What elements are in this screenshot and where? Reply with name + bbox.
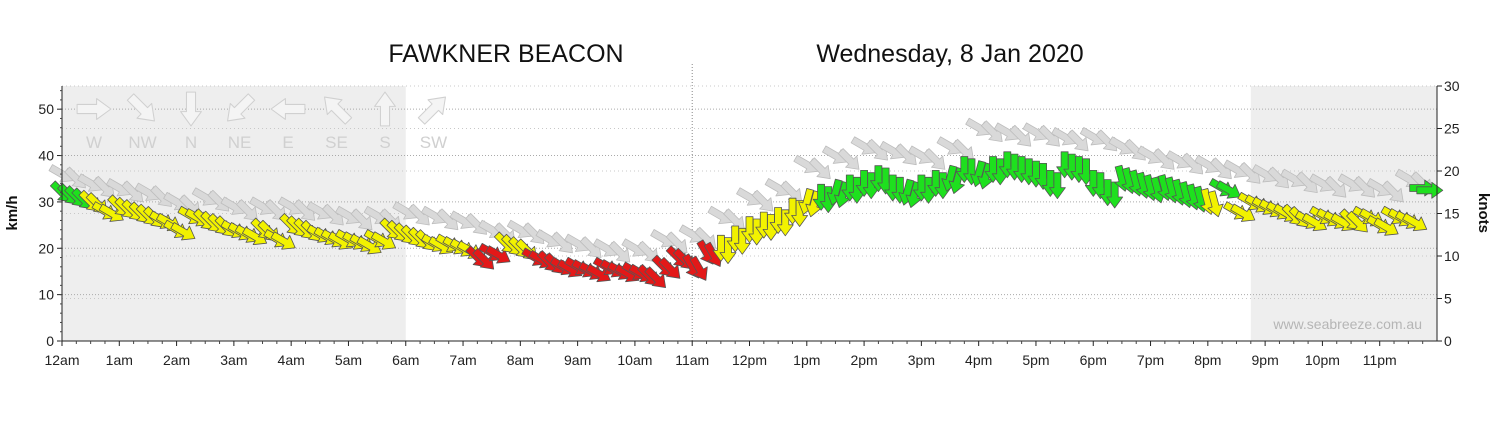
x-tick-label-3pm: 3pm — [908, 352, 935, 368]
avg-point-8b — [170, 222, 196, 241]
legend-label-se: SE — [325, 133, 348, 152]
gust-point-19b — [608, 240, 631, 263]
y2-tick-label-0: 0 — [1444, 333, 1452, 349]
y2-tick-label-20: 20 — [1444, 163, 1460, 179]
x-tick-label-9pm: 9pm — [1252, 352, 1279, 368]
gust-point-7b — [264, 199, 287, 221]
avg-point-80b — [1207, 190, 1224, 218]
x-tick-label-12am: 12am — [44, 352, 79, 368]
gust-point-40 — [1194, 154, 1220, 174]
legend-arrow-w — [76, 98, 112, 120]
x-tick-label-8am: 8am — [507, 352, 534, 368]
legend-arrow-s — [374, 91, 396, 127]
avg-point-44b — [689, 255, 708, 281]
legend-label-sw: SW — [420, 133, 447, 152]
chart-date: Wednesday, 8 Jan 2020 — [816, 40, 1083, 68]
avg-point-46b — [719, 237, 737, 265]
watermark: www.seabreeze.com.au — [1272, 316, 1422, 332]
gust-point-27b — [837, 148, 860, 170]
avg-point-82b — [1230, 203, 1256, 222]
legend-label-w: W — [86, 133, 102, 152]
gust-point-27 — [821, 145, 848, 164]
average-series — [49, 151, 1444, 288]
legend-label-nw: NW — [128, 133, 156, 152]
x-tick-label-2am: 2am — [163, 352, 190, 368]
gust-point-6b — [236, 199, 258, 221]
avg-point-15b — [270, 231, 296, 250]
avg-point-47b — [733, 227, 751, 255]
x-tick-label-11am: 11am — [675, 352, 709, 368]
y2-tick-label-25: 25 — [1444, 121, 1460, 137]
x-tick-label-1am: 1am — [106, 352, 133, 368]
x-tick-label-9am: 9am — [564, 352, 591, 368]
legend-arrow-sw — [417, 96, 446, 125]
avg-point-81b — [1215, 180, 1241, 199]
x-tick-label-6pm: 6pm — [1080, 352, 1107, 368]
x-tick-label-6am: 6am — [392, 352, 419, 368]
legend-arrow-se — [324, 96, 353, 125]
y-tick-label-50: 50 — [38, 101, 54, 117]
x-tick-label-1pm: 1pm — [793, 352, 820, 368]
legend-label-e: E — [282, 133, 293, 152]
x-tick-label-11pm: 11pm — [1363, 352, 1397, 368]
gust-point-16 — [506, 219, 532, 239]
x-tick-label-3am: 3am — [220, 352, 247, 368]
x-tick-label-2pm: 2pm — [850, 352, 877, 368]
legend-arrow-ne — [227, 93, 256, 122]
gust-point-3 — [134, 182, 160, 201]
y-tick-label-40: 40 — [38, 148, 54, 164]
legend-label-s: S — [379, 133, 390, 152]
avg-point-69b — [1049, 172, 1066, 200]
y2-tick-label-30: 30 — [1444, 78, 1460, 94]
gust-point-46b — [1381, 180, 1404, 203]
x-tick-label-8pm: 8pm — [1194, 352, 1221, 368]
y-tick-label-20: 20 — [38, 240, 54, 256]
y-tick-label-30: 30 — [38, 194, 54, 210]
y2-tick-label-10: 10 — [1444, 248, 1460, 264]
gust-point-35b — [1066, 129, 1089, 152]
x-tick-label-10pm: 10pm — [1305, 352, 1340, 368]
chart-title: FAWKNER BEACON — [388, 40, 623, 68]
x-tick-label-12pm: 12pm — [732, 352, 767, 368]
y2-tick-label-15: 15 — [1444, 206, 1460, 222]
y-tick-label-10: 10 — [38, 287, 54, 303]
avg-point-51b — [791, 200, 808, 227]
x-tick-label-7am: 7am — [449, 352, 476, 368]
gust-point-20b — [637, 240, 659, 263]
direction-legend: W NW N NE E SE S SW — [76, 91, 447, 152]
gust-point-38 — [1137, 145, 1163, 164]
y2-axis-label: knots — [1475, 193, 1492, 233]
gust-point-26b — [809, 157, 831, 180]
y-tick-label-0: 0 — [46, 333, 54, 349]
gust-point-10b — [350, 208, 373, 231]
x-tick-label-5pm: 5pm — [1022, 352, 1049, 368]
x-tick-label-7pm: 7pm — [1137, 352, 1164, 368]
x-tick-label-10am: 10am — [617, 352, 652, 368]
legend-arrow-e — [270, 98, 306, 120]
gust-point-24b — [751, 189, 774, 212]
gust-point-44b — [1324, 175, 1347, 198]
avg-point-95b — [1416, 181, 1444, 199]
legend-label-ne: NE — [228, 133, 252, 152]
gust-point-33b — [1009, 124, 1032, 147]
x-tick-label-4pm: 4pm — [965, 352, 992, 368]
x-tick-label-4am: 4am — [278, 352, 305, 368]
legend-label-n: N — [185, 133, 197, 152]
gust-point-30b — [923, 148, 946, 170]
x-tick-label-5am: 5am — [335, 352, 362, 368]
avg-point-73b — [1106, 181, 1124, 209]
avg-point-50b — [776, 209, 794, 237]
y2-tick-label-5: 5 — [1444, 291, 1452, 307]
avg-point-94b — [1402, 212, 1428, 232]
axes: 0 10 20 30 40 50 0 5 10 15 20 25 30 12am 1am 2am 3am 4am 5… — [38, 78, 1459, 368]
legend-arrow-n — [180, 91, 202, 127]
legend-arrow-nw — [126, 93, 155, 122]
y-axis-label: km/h — [4, 195, 21, 230]
